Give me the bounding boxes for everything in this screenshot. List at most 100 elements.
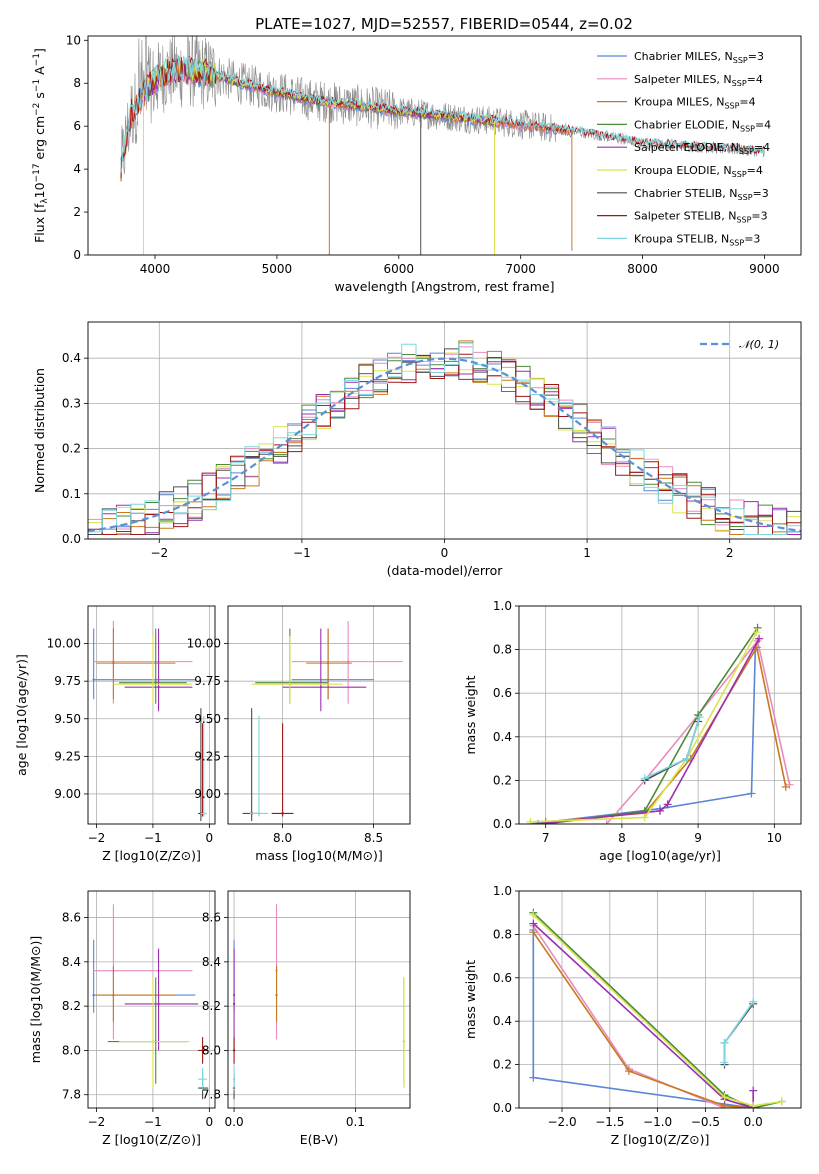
legend-entry: Chabrier ELODIE, NSSP=4: [634, 118, 771, 133]
y-tick-label: 9.00: [194, 787, 221, 801]
spectrum-model-line: [120, 55, 765, 179]
y-tick-label: 8: [73, 76, 81, 90]
legend-entry: Kroupa ELODIE, NSSP=4: [634, 164, 763, 179]
y-tick-label: 0.4: [62, 351, 81, 365]
x-tick-label: −1: [293, 546, 311, 560]
x-axis-label: wavelength [Angstrom, rest frame]: [334, 279, 554, 294]
plot-area-residuals: [88, 340, 801, 535]
data-point: [232, 1078, 236, 1081]
y-tick-label: 8.2: [62, 999, 81, 1013]
y-tick-label: 8.4: [202, 955, 221, 969]
x-axis-label: Z [log10(Z/Z⊙)]: [102, 1132, 201, 1147]
x-axis-label: Z [log10(Z/Z⊙)]: [611, 1132, 710, 1147]
x-tick-label: 6000: [384, 262, 415, 276]
y-tick-label: 8.2: [202, 999, 221, 1013]
legend-name: Chabrier ELODIE, N: [634, 118, 740, 131]
legend-sub: SSP: [736, 216, 751, 225]
data-point: [232, 1002, 236, 1006]
y-axis-label: mass [log10(M/M⊙)]: [28, 936, 43, 1064]
data-point: [326, 661, 330, 665]
y-axis-label: Normed distribution: [32, 368, 47, 493]
figure-title: PLATE=1027, MJD=52557, FIBERID=0544, z=0…: [255, 15, 633, 33]
weight-line: [538, 638, 760, 824]
y-axis-label-part: −17: [32, 163, 42, 182]
y-axis-label-part: erg cm: [32, 116, 47, 164]
x-tick-label: −2: [88, 831, 106, 845]
data-point: [281, 812, 284, 815]
plot-area-age_vs_Z: [92, 621, 207, 821]
y-tick-label: 9.75: [194, 674, 221, 688]
y-axis-label-part: ]: [32, 48, 47, 53]
legend-value: =3: [748, 50, 764, 63]
y-tick-label: 8.6: [62, 911, 81, 925]
panel-age_vs_mass: 8.0 8.5 9.00 9.25 9.50 9.75 10.00 mass [log10(M…: [187, 605, 411, 863]
legend-sub: SSP: [739, 147, 754, 156]
y-tick-label: 9.50: [194, 712, 221, 726]
panel-spectrum: 4000 5000 6000 7000 8000 9000 0 2 4 6 8 10 wavelengt…: [32, 33, 802, 294]
data-point: [151, 682, 155, 686]
x-axis-label: age [log10(age/yr)]: [599, 848, 721, 863]
y-tick-label: 0.1: [62, 487, 81, 501]
y-tick-label: 0.2: [493, 773, 512, 787]
legend-name: Salpeter STELIB, N: [634, 210, 736, 223]
legend-value: =3: [751, 210, 767, 223]
y-axis-label-part: A: [32, 66, 47, 79]
plot-area-weight_vs_age: [526, 623, 794, 824]
y-tick-label: 6: [73, 119, 81, 133]
x-tick-label: 10: [767, 831, 782, 845]
legend-name: Kroupa MILES, N: [634, 96, 724, 109]
legend-entry: Chabrier MILES, NSSP=3: [634, 50, 764, 65]
y-tick-label: 8.0: [62, 1043, 81, 1057]
x-tick-label: 0: [441, 546, 449, 560]
y-axis-label-part: −1: [32, 53, 42, 66]
plot-area-weight_vs_Z: [529, 908, 786, 1108]
legend-sub: SSP: [740, 124, 755, 133]
plot-area-spectrum: [120, 36, 765, 255]
x-tick-label: 2: [726, 546, 734, 560]
data-point: [151, 1040, 155, 1043]
y-tick-label: 0.0: [493, 817, 512, 831]
panel-weight_vs_Z: −2.0 −1.5 −1.0 −0.5 0.0 0.0 0.2 0.4 0.6 0.8 1.0 Z […: [463, 884, 802, 1147]
y-tick-label: 0.0: [493, 1101, 512, 1115]
legend-entry: Kroupa STELIB, NSSP=3: [634, 232, 760, 247]
legend-value: =3: [753, 187, 769, 200]
data-point: [92, 678, 95, 681]
legend-value: =4: [747, 164, 763, 177]
y-tick-label: 0.8: [493, 927, 512, 941]
y-tick-label: 10: [66, 33, 81, 47]
legend-value: =4: [755, 118, 771, 131]
axes-frame: [87, 321, 802, 540]
normal-curve: [88, 357, 801, 533]
weight-line: [530, 631, 758, 823]
data-point: [257, 812, 261, 815]
legend-sub: SSP: [732, 79, 747, 88]
legend-name: Kroupa ELODIE, N: [634, 164, 732, 177]
x-tick-label: −2: [88, 1115, 106, 1129]
axes-frame: [87, 890, 216, 1109]
panel-weight_vs_age: 7 8 9 10 0.0 0.2 0.4 0.6 0.8 1.0 age [log10(age/yr…: [463, 599, 802, 863]
y-tick-label: 8.6: [202, 911, 221, 925]
plot-area-age_vs_mass: [242, 621, 403, 821]
y-tick-label: 1.0: [493, 884, 512, 898]
legend-name: Chabrier MILES, N: [634, 50, 733, 63]
y-tick-label: 9.25: [194, 749, 221, 763]
x-tick-label: −1.5: [595, 1115, 624, 1129]
y-tick-label: 0: [73, 248, 81, 262]
data-point: [288, 682, 292, 686]
x-tick-label: −1: [144, 1115, 162, 1129]
axes-frame: [87, 605, 216, 825]
x-tick-label: 0.0: [744, 1115, 763, 1129]
x-tick-label: 0: [206, 1115, 214, 1129]
y-tick-label: 0.8: [493, 643, 512, 657]
panel-mass_vs_Z: −2 −1 0 7.8 8.0 8.2 8.4 8.6 Z [log10(Z/Z⊙)] mass …: [28, 890, 216, 1147]
plot-area-mass_vs_ebv: [232, 904, 406, 1100]
x-tick-label: −0.5: [691, 1115, 720, 1129]
x-tick-label: −2: [150, 546, 168, 560]
x-tick-label: 7: [542, 831, 550, 845]
legend-entry: Kroupa MILES, NSSP=4: [634, 96, 756, 111]
legend-entry: Salpeter STELIB, NSSP=3: [634, 210, 768, 225]
legend-sub: SSP: [724, 102, 739, 111]
y-axis-label-part: s: [32, 92, 47, 103]
legend-sub: SSP: [732, 170, 747, 179]
x-axis-label: (data-model)/error: [387, 563, 504, 578]
